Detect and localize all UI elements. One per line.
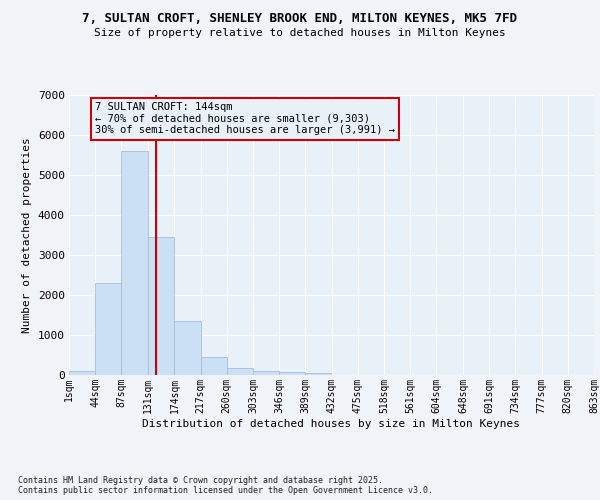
Bar [121,151,148,375]
Text: 7, SULTAN CROFT, SHENLEY BROOK END, MILTON KEYNES, MK5 7FD: 7, SULTAN CROFT, SHENLEY BROOK END, MILT… [83,12,517,26]
Bar [175,321,200,375]
Bar [305,373,331,375]
Text: 7 SULTAN CROFT: 144sqm
← 70% of detached houses are smaller (9,303)
30% of semi-: 7 SULTAN CROFT: 144sqm ← 70% of detached… [95,102,395,136]
Bar [200,357,227,375]
Bar [95,283,121,375]
X-axis label: Distribution of detached houses by size in Milton Keynes: Distribution of detached houses by size … [143,418,521,428]
Bar [69,371,95,375]
Bar [148,237,175,375]
Text: Contains HM Land Registry data © Crown copyright and database right 2025.
Contai: Contains HM Land Registry data © Crown c… [18,476,433,495]
Bar [279,372,305,375]
Text: Size of property relative to detached houses in Milton Keynes: Size of property relative to detached ho… [94,28,506,38]
Y-axis label: Number of detached properties: Number of detached properties [22,137,32,333]
Bar [253,371,279,375]
Bar [227,368,253,375]
